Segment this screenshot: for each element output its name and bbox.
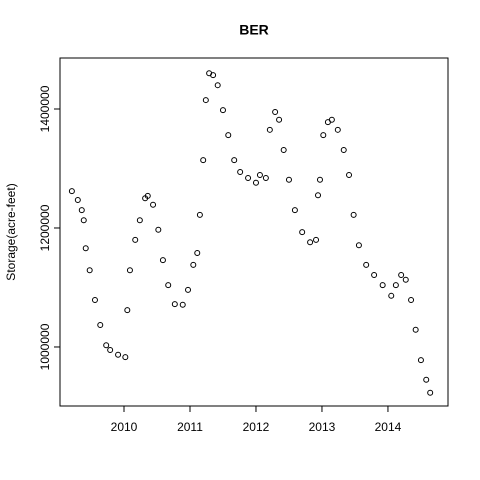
- point: [237, 169, 244, 176]
- point: [280, 147, 287, 154]
- point: [266, 126, 273, 133]
- point: [379, 282, 386, 289]
- point: [256, 172, 263, 179]
- point: [68, 188, 75, 195]
- y-tick-label: 1000000: [38, 323, 52, 370]
- point: [285, 176, 292, 183]
- y-axis-label: Storage(acre-feet): [4, 183, 18, 280]
- point: [340, 147, 347, 154]
- point: [194, 249, 201, 256]
- point: [179, 301, 186, 308]
- point: [155, 226, 162, 233]
- point: [82, 245, 89, 252]
- point: [219, 107, 226, 114]
- x-tick-label: 2010: [111, 420, 138, 434]
- point: [272, 108, 279, 115]
- point: [124, 307, 131, 314]
- point: [276, 116, 283, 123]
- point: [171, 301, 178, 308]
- point: [80, 217, 87, 224]
- point: [132, 236, 139, 243]
- point: [196, 211, 203, 218]
- y-tick-label: 1200000: [38, 204, 52, 251]
- point: [408, 296, 415, 303]
- point: [214, 82, 221, 89]
- point: [363, 261, 370, 268]
- point: [334, 126, 341, 133]
- point: [74, 197, 81, 204]
- point: [190, 261, 197, 268]
- point: [165, 282, 172, 289]
- point: [392, 282, 399, 289]
- point: [320, 132, 327, 139]
- point: [159, 257, 166, 264]
- x-tick-label: 2014: [375, 420, 402, 434]
- point: [122, 354, 129, 361]
- point: [350, 211, 357, 218]
- point: [299, 229, 306, 236]
- point: [86, 267, 93, 274]
- point: [91, 296, 98, 303]
- point: [185, 286, 192, 293]
- point: [388, 292, 395, 299]
- point: [200, 157, 207, 164]
- point: [371, 271, 378, 278]
- point: [402, 276, 409, 283]
- x-tick-label: 2011: [177, 420, 203, 434]
- point: [313, 236, 320, 243]
- point: [316, 176, 323, 183]
- point: [412, 326, 419, 333]
- y-tick-label: 1400000: [38, 85, 52, 132]
- plot-frame: [59, 57, 449, 407]
- point: [252, 179, 259, 186]
- point: [210, 72, 217, 79]
- point: [103, 342, 110, 349]
- point: [126, 267, 133, 274]
- point: [346, 172, 353, 179]
- point: [307, 239, 314, 246]
- point: [107, 346, 114, 353]
- x-tick-label: 2013: [309, 420, 336, 434]
- point: [315, 192, 322, 199]
- point: [225, 132, 232, 139]
- point: [150, 201, 157, 208]
- point: [427, 389, 434, 396]
- point: [144, 192, 151, 199]
- point: [231, 157, 238, 164]
- point: [202, 97, 209, 104]
- point: [115, 351, 122, 358]
- point: [262, 175, 269, 182]
- point: [423, 376, 430, 383]
- point: [245, 175, 252, 182]
- chart-title: BER: [239, 22, 269, 38]
- point: [417, 357, 424, 364]
- point: [355, 242, 362, 249]
- point: [97, 321, 104, 328]
- point: [136, 217, 143, 224]
- point: [78, 207, 85, 214]
- point: [328, 116, 335, 123]
- point: [291, 207, 298, 214]
- x-tick-label: 2012: [243, 420, 270, 434]
- point: [398, 271, 405, 278]
